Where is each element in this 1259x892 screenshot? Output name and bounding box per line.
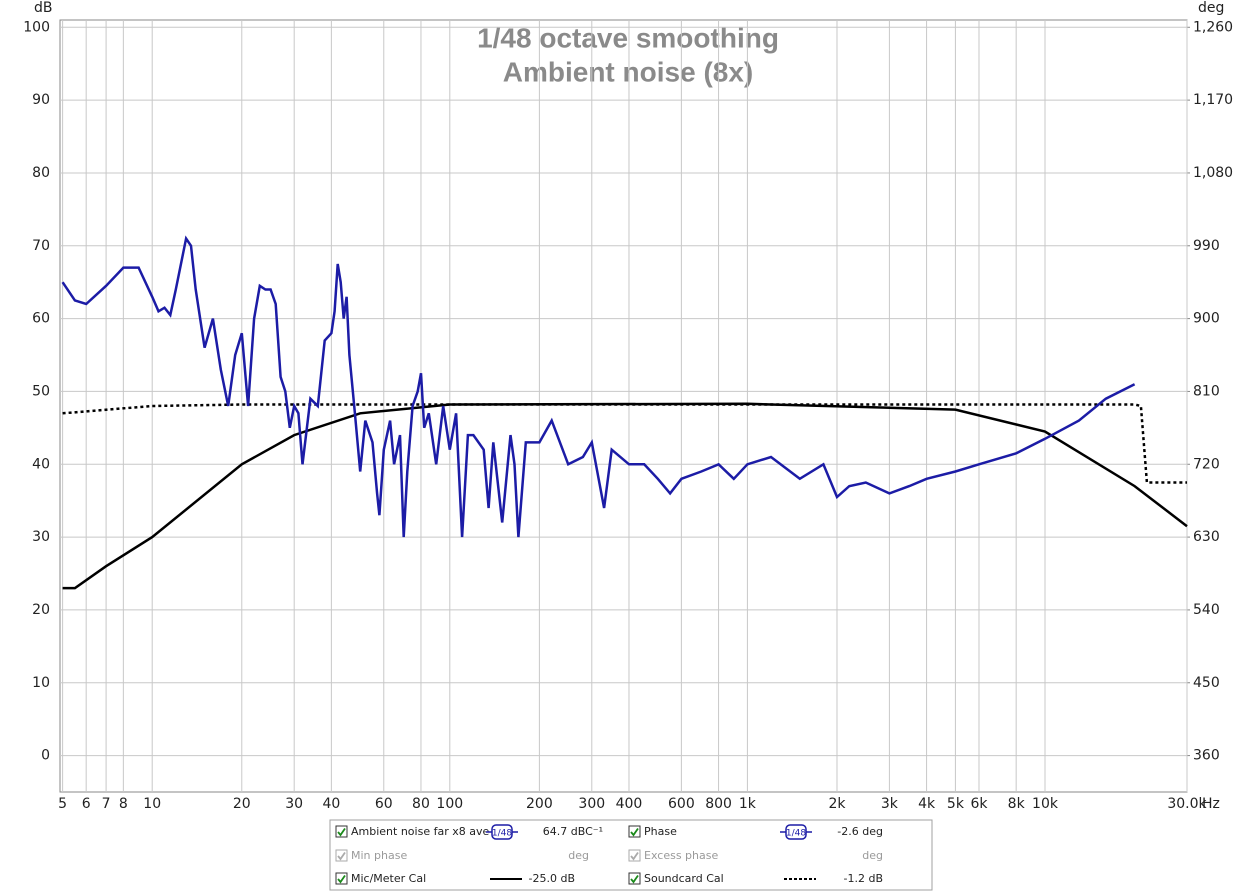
legend-label: Soundcard Cal [644,872,724,885]
checkbox[interactable] [335,872,348,885]
y2-tick-label: 810 [1193,383,1220,399]
y-tick-label: 100 [23,19,50,35]
x-tick-label: 8k [1008,796,1026,812]
y-tick-label: 10 [32,675,50,691]
x-tick-label: 30 [285,796,303,812]
x-tick-label: 20 [233,796,251,812]
y-tick-label: 50 [32,383,50,399]
x-tick-label: 5k [947,796,965,812]
x-tick-label: 1k [739,796,757,812]
checkbox[interactable] [335,825,348,838]
y2-tick-label: 1,080 [1193,165,1233,181]
checkbox[interactable] [628,872,641,885]
legend-readout: -25.0 dB [529,872,576,885]
y-tick-label: 0 [41,748,50,764]
y2-tick-label: 540 [1193,602,1220,618]
smoothing-label: 1/48 [786,829,806,839]
check-mark [337,827,346,837]
x-tick-label: 40 [322,796,340,812]
chart-subtitle: Ambient noise (8x) [503,56,753,87]
check-mark [337,851,346,861]
legend-label: Mic/Meter Cal [351,872,426,885]
x-tick-label: 80 [412,796,430,812]
y-tick-label: 90 [32,92,50,108]
series-line [62,402,1188,590]
y2-tick-label: 1,260 [1193,19,1233,35]
legend-readout: 64.7 dBC⁻¹ [543,825,603,838]
y-tick-label: 20 [32,602,50,618]
y-tick-label: 80 [32,165,50,181]
x-tick-label: 60 [375,796,393,812]
x-tick-label: 100 [436,796,463,812]
checkbox[interactable] [628,825,641,838]
legend-readout: -1.2 dB [844,872,884,885]
series-line [61,235,1136,538]
x-tick-label: 6k [970,796,988,812]
x-tick-label: 30.0k [1167,796,1207,812]
y2-tick-label: 720 [1193,456,1220,472]
y-axis-label: dB [34,0,53,16]
x-tick-label: 400 [616,796,643,812]
x-tick-label: 600 [668,796,695,812]
legend-label: Phase [644,825,677,838]
legend-readout: deg [862,849,883,862]
checkbox[interactable] [335,849,348,862]
x-tick-label: 7 [102,796,111,812]
x-tick-label: 200 [526,796,553,812]
x-axis-label: Hz [1202,796,1220,812]
legend-label: Min phase [351,849,407,862]
y2-axis-label: deg [1198,0,1224,16]
check-mark [337,874,346,884]
x-tick-label: 5 [58,796,67,812]
smoothing-box[interactable] [785,824,807,840]
y2-tick-label: 1,170 [1193,92,1233,108]
legend-label: Excess phase [644,849,718,862]
legend-readout: deg [568,849,589,862]
y-tick-label: 60 [32,311,50,327]
y2-tick-label: 360 [1193,748,1220,764]
y-tick-label: 70 [32,238,50,254]
x-tick-label: 6 [82,796,91,812]
check-mark [630,851,639,861]
x-tick-label: 3k [881,796,899,812]
y-tick-label: 30 [32,529,50,545]
y2-tick-label: 900 [1193,311,1220,327]
x-tick-label: 10 [143,796,161,812]
x-tick-label: 300 [578,796,605,812]
y-tick-label: 40 [32,456,50,472]
check-mark [630,827,639,837]
x-tick-label: 10k [1032,796,1059,812]
smoothing-box[interactable] [491,824,513,840]
x-tick-label: 2k [828,796,846,812]
checkbox[interactable] [628,849,641,862]
check-mark [630,874,639,884]
legend-readout: -2.6 deg [837,825,883,838]
legend-label: Ambient noise far x8 ave [351,825,489,838]
y2-tick-label: 990 [1193,238,1220,254]
y2-tick-label: 630 [1193,529,1220,545]
x-tick-label: 4k [918,796,936,812]
y2-tick-label: 450 [1193,675,1220,691]
x-tick-label: 8 [119,796,128,812]
smoothing-label: 1/48 [492,829,512,839]
x-tick-label: 800 [705,796,732,812]
